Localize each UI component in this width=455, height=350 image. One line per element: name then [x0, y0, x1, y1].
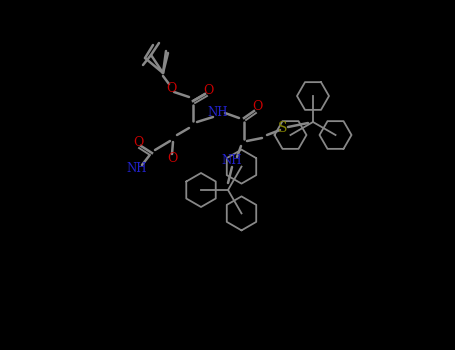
Text: O: O: [252, 100, 262, 113]
Text: NH: NH: [127, 161, 147, 175]
Text: S: S: [278, 121, 288, 135]
Text: NH: NH: [208, 106, 228, 119]
Text: O: O: [166, 82, 176, 95]
Text: O: O: [203, 84, 213, 97]
Text: O: O: [167, 153, 177, 166]
Text: O: O: [133, 135, 143, 148]
Text: NH: NH: [222, 154, 242, 167]
